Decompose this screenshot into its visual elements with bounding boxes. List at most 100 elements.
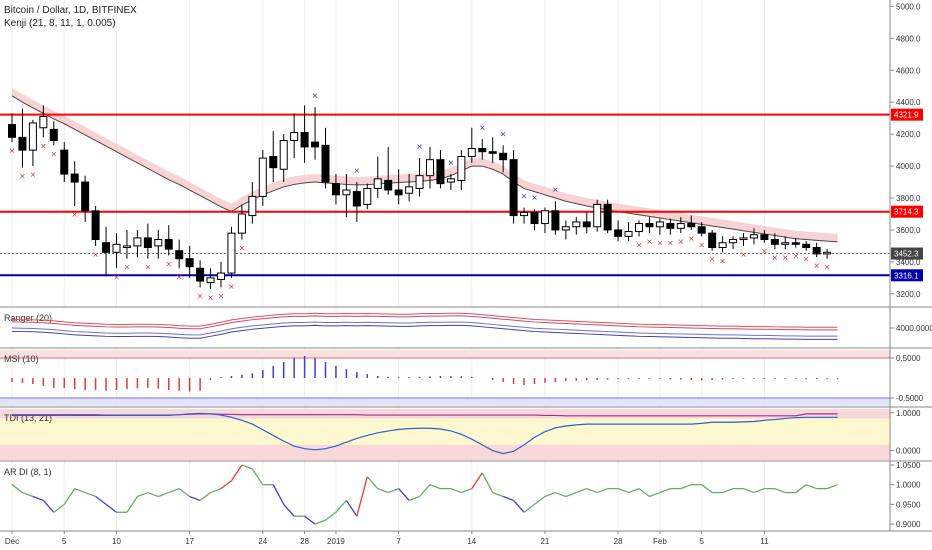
candle-body[interactable] [718, 242, 727, 249]
candle-body[interactable] [697, 226, 706, 234]
candle-body[interactable] [373, 178, 382, 189]
candle-body[interactable] [175, 250, 184, 260]
candle-body[interactable] [499, 152, 508, 161]
candle-body[interactable] [582, 221, 591, 228]
candle-body[interactable] [39, 116, 48, 129]
candle-body[interactable] [112, 243, 121, 253]
candle-body[interactable] [269, 155, 278, 169]
candle-body[interactable] [561, 226, 570, 231]
candle-body[interactable] [551, 210, 560, 231]
candle-body[interactable] [185, 258, 194, 268]
candle-body[interactable] [614, 229, 623, 237]
candle-body[interactable] [488, 151, 497, 154]
candle-body[interactable] [133, 237, 142, 247]
candle-body[interactable] [248, 195, 257, 217]
ardi-segment [398, 488, 410, 501]
candle-body[interactable] [770, 239, 779, 245]
candle-body[interactable] [666, 223, 675, 229]
candle-body[interactable] [791, 242, 800, 245]
candle-body[interactable] [227, 232, 236, 274]
candle-body[interactable] [823, 251, 832, 255]
candle-body[interactable] [279, 140, 288, 170]
candle-body[interactable] [394, 189, 403, 196]
ardi-segment [42, 500, 55, 513]
candle-body[interactable] [164, 239, 173, 250]
candle-body[interactable] [18, 136, 27, 151]
candle-body[interactable] [311, 141, 320, 148]
candle-body[interactable] [520, 211, 529, 217]
candle-body[interactable] [603, 203, 612, 231]
ranger-panel[interactable]: Ranger (20) [0, 309, 890, 347]
candle-body[interactable] [739, 237, 748, 241]
candle-body[interactable] [196, 267, 205, 282]
candle-body[interactable] [237, 213, 246, 234]
candle-body[interactable] [478, 148, 487, 153]
ardi-segment [576, 488, 587, 494]
candle-body[interactable] [509, 159, 518, 217]
candle-body[interactable] [122, 245, 131, 249]
sell-marker: × [761, 247, 767, 258]
tdi-panel[interactable]: TDI (13, 21) [0, 409, 890, 460]
candle-body[interactable] [342, 189, 351, 196]
candle-body[interactable] [384, 179, 393, 191]
ranger-background [0, 309, 890, 347]
candle-body[interactable] [28, 122, 37, 151]
candle-body[interactable] [363, 187, 372, 205]
candle-body[interactable] [781, 242, 790, 245]
candle-body[interactable] [676, 223, 685, 229]
candle-body[interactable] [290, 132, 299, 142]
candle-body[interactable] [352, 191, 361, 207]
candle-body[interactable] [624, 231, 633, 237]
candle-body[interactable] [206, 277, 215, 284]
candle-body[interactable] [60, 149, 69, 175]
candle-body[interactable] [760, 234, 769, 241]
candle-body[interactable] [572, 221, 581, 228]
main-price-panel[interactable]: × × × × × × × × × × × × × × × × × × × × × × × × × × × × × × × × × × × × × × × ×… [0, 87, 890, 304]
candle-body[interactable] [530, 211, 539, 225]
candle-body[interactable] [331, 183, 340, 196]
candle-body[interactable] [426, 159, 434, 177]
buy-marker: × [532, 193, 538, 204]
candle-body[interactable] [258, 157, 267, 197]
candle-body[interactable] [655, 221, 664, 228]
candle-body[interactable] [415, 175, 424, 189]
ardi-segment [492, 491, 504, 498]
candle-body[interactable] [91, 210, 100, 241]
sell-marker: × [197, 291, 203, 302]
candle-body[interactable] [645, 223, 654, 228]
candle-body[interactable] [729, 239, 738, 244]
msi-panel[interactable]: MSI (10) [0, 350, 890, 406]
candle-body[interactable] [70, 173, 79, 183]
x-tick-label: 5 [62, 537, 67, 546]
candle-body[interactable] [154, 239, 163, 247]
candle-body[interactable] [8, 124, 16, 138]
candle-body[interactable] [635, 223, 643, 233]
candle-body[interactable] [217, 272, 225, 280]
candle-body[interactable] [687, 223, 696, 228]
candle-body[interactable] [81, 181, 90, 212]
candle-body[interactable] [102, 242, 111, 253]
price-tick-label: 4600.0 [896, 66, 921, 75]
candle-body[interactable] [708, 232, 717, 249]
candle-body[interactable] [49, 128, 58, 142]
candle-body[interactable] [540, 210, 549, 225]
candle-body[interactable] [802, 243, 811, 249]
x-tick-label: 7 [396, 537, 401, 546]
candle-body[interactable] [143, 237, 152, 249]
candle-body[interactable] [812, 247, 821, 255]
ardi-segment [158, 491, 169, 498]
candle-body[interactable] [405, 186, 414, 194]
x-tick-label: 2019 [327, 537, 345, 546]
candle-body[interactable] [321, 144, 330, 183]
candle-body[interactable] [446, 178, 455, 183]
candle-body[interactable] [300, 132, 309, 148]
candle-body[interactable] [436, 159, 445, 185]
candle-body[interactable] [749, 234, 758, 239]
candle-body[interactable] [593, 203, 602, 228]
ardi-panel[interactable]: AR DI (8, 1) [4, 464, 838, 525]
candle-body[interactable] [457, 155, 466, 181]
level-label-3316.1: 3316.1 [894, 271, 919, 280]
candle-body[interactable] [467, 148, 476, 157]
ardi-title: AR DI (8, 1) [4, 467, 52, 477]
